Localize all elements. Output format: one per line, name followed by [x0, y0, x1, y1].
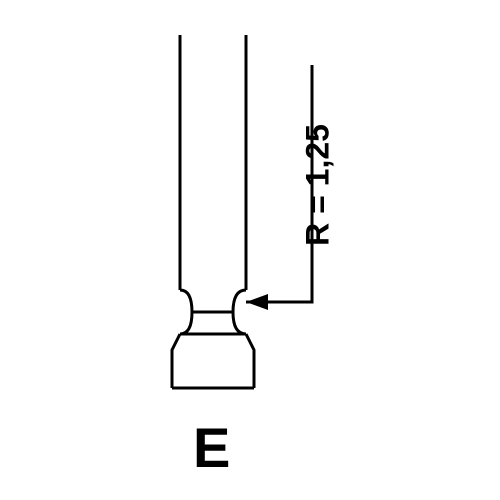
valve-diagram [0, 0, 500, 500]
radius-dimension-label: R = 1,25 [300, 124, 337, 246]
type-label: E [193, 415, 230, 480]
